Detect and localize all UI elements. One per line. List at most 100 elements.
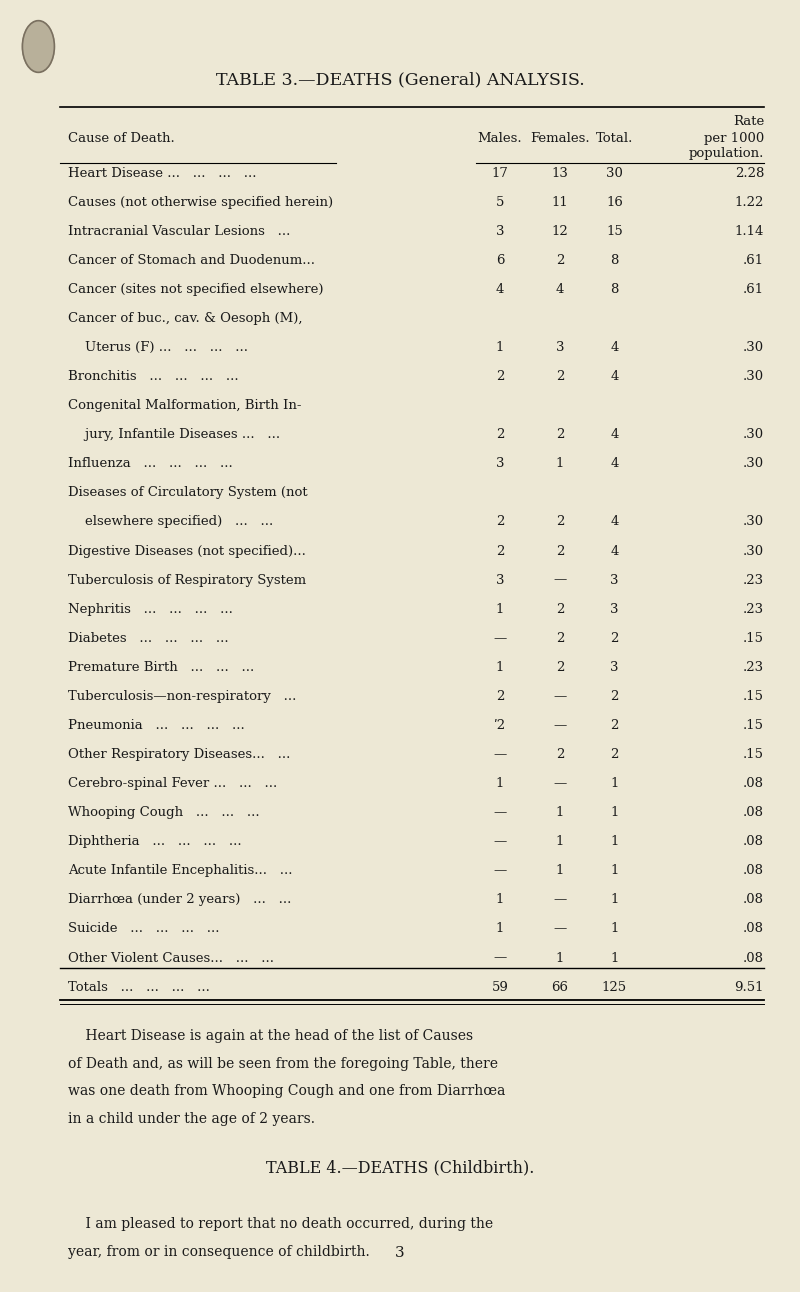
Text: .30: .30 [743, 370, 764, 384]
Text: 8: 8 [610, 253, 618, 267]
Text: 1: 1 [496, 341, 504, 354]
Text: 2: 2 [610, 718, 618, 733]
Text: Influenza   ...   ...   ...   ...: Influenza ... ... ... ... [68, 457, 233, 470]
Text: —: — [554, 922, 566, 935]
Text: Total.: Total. [596, 132, 633, 145]
Text: 4: 4 [610, 428, 618, 442]
Text: Uterus (F) ...   ...   ...   ...: Uterus (F) ... ... ... ... [68, 341, 248, 354]
Text: 2.28: 2.28 [734, 167, 764, 180]
Text: 4: 4 [556, 283, 564, 296]
Text: 2: 2 [496, 516, 504, 528]
Text: I am pleased to report that no death occurred, during the: I am pleased to report that no death occ… [68, 1217, 493, 1231]
Text: 2: 2 [496, 690, 504, 703]
Text: elsewhere specified)   ...   ...: elsewhere specified) ... ... [68, 516, 274, 528]
Text: population.: population. [689, 147, 764, 160]
Text: 2: 2 [610, 748, 618, 761]
Text: 3: 3 [395, 1247, 405, 1260]
Text: Females.: Females. [530, 132, 590, 145]
Text: in a child under the age of 2 years.: in a child under the age of 2 years. [68, 1112, 315, 1127]
Text: Suicide   ...   ...   ...   ...: Suicide ... ... ... ... [68, 922, 219, 935]
Text: 59: 59 [491, 981, 509, 994]
Text: Diseases of Circulatory System (not: Diseases of Circulatory System (not [68, 486, 308, 500]
Text: 125: 125 [602, 981, 627, 994]
Text: 3: 3 [496, 574, 504, 587]
Text: 1: 1 [496, 893, 504, 907]
Text: 4: 4 [610, 370, 618, 384]
Text: 2: 2 [556, 660, 564, 674]
Text: —: — [494, 835, 506, 849]
Text: 1: 1 [556, 806, 564, 819]
Text: 2: 2 [556, 748, 564, 761]
Text: 4: 4 [610, 341, 618, 354]
Text: 1: 1 [610, 776, 618, 791]
Text: 1: 1 [556, 864, 564, 877]
Text: 4: 4 [610, 544, 618, 558]
Text: 3: 3 [496, 225, 504, 238]
Text: 2: 2 [556, 428, 564, 442]
Text: 3: 3 [610, 574, 618, 587]
Text: 4: 4 [610, 516, 618, 528]
Text: —: — [494, 951, 506, 965]
Text: —: — [554, 574, 566, 587]
Text: 2: 2 [496, 370, 504, 384]
Text: 15: 15 [606, 225, 622, 238]
Text: TABLE 3.—DEATHS (General) ANALYSIS.: TABLE 3.—DEATHS (General) ANALYSIS. [216, 71, 584, 89]
Text: 6: 6 [496, 253, 504, 267]
Text: 4: 4 [610, 457, 618, 470]
Text: 30: 30 [606, 167, 623, 180]
Text: Diabetes   ...   ...   ...   ...: Diabetes ... ... ... ... [68, 632, 229, 645]
Text: 1: 1 [496, 922, 504, 935]
Text: 3: 3 [610, 602, 618, 616]
Text: Cancer of buc., cav. & Oesoph (M),: Cancer of buc., cav. & Oesoph (M), [68, 311, 302, 326]
Text: .30: .30 [743, 428, 764, 442]
Text: per 1000: per 1000 [704, 132, 764, 145]
Text: 1: 1 [610, 893, 618, 907]
Text: Diphtheria   ...   ...   ...   ...: Diphtheria ... ... ... ... [68, 835, 242, 849]
Text: 1: 1 [496, 776, 504, 791]
Text: —: — [554, 893, 566, 907]
Text: 2: 2 [610, 632, 618, 645]
Text: Diarrhœa (under 2 years)   ...   ...: Diarrhœa (under 2 years) ... ... [68, 893, 291, 907]
Text: Nephritis   ...   ...   ...   ...: Nephritis ... ... ... ... [68, 602, 233, 616]
Text: —: — [494, 632, 506, 645]
Text: .08: .08 [743, 864, 764, 877]
Text: .15: .15 [743, 690, 764, 703]
Text: 1.22: 1.22 [734, 195, 764, 209]
Text: 11: 11 [552, 195, 568, 209]
Text: —: — [494, 748, 506, 761]
Text: .61: .61 [743, 283, 764, 296]
Text: ʹ2: ʹ2 [494, 718, 506, 733]
Text: 2: 2 [556, 253, 564, 267]
Text: Congenital Malformation, Birth In-: Congenital Malformation, Birth In- [68, 399, 302, 412]
Text: 2: 2 [556, 632, 564, 645]
Text: Heart Disease is again at the head of the list of Causes: Heart Disease is again at the head of th… [68, 1028, 473, 1043]
Text: year, from or in consequence of childbirth.: year, from or in consequence of childbir… [68, 1245, 370, 1260]
Text: .23: .23 [743, 660, 764, 674]
Text: 1: 1 [556, 835, 564, 849]
Text: jury, Infantile Diseases ...   ...: jury, Infantile Diseases ... ... [68, 428, 280, 442]
Text: 1: 1 [610, 864, 618, 877]
Text: Other Violent Causes...   ...   ...: Other Violent Causes... ... ... [68, 951, 274, 965]
Text: Causes (not otherwise specified herein): Causes (not otherwise specified herein) [68, 195, 333, 209]
Text: 5: 5 [496, 195, 504, 209]
Text: 1: 1 [610, 835, 618, 849]
Text: Totals   ...   ...   ...   ...: Totals ... ... ... ... [68, 981, 210, 994]
Text: —: — [494, 864, 506, 877]
Text: 2: 2 [556, 516, 564, 528]
Text: Tuberculosis of Respiratory System: Tuberculosis of Respiratory System [68, 574, 306, 587]
Text: 1: 1 [610, 806, 618, 819]
Text: Other Respiratory Diseases...   ...: Other Respiratory Diseases... ... [68, 748, 290, 761]
Text: 1: 1 [496, 660, 504, 674]
Text: .08: .08 [743, 951, 764, 965]
Text: 66: 66 [551, 981, 569, 994]
Text: .08: .08 [743, 776, 764, 791]
Text: 16: 16 [606, 195, 623, 209]
Text: 4: 4 [496, 283, 504, 296]
Text: —: — [494, 806, 506, 819]
Text: 2: 2 [556, 370, 564, 384]
Text: 3: 3 [556, 341, 564, 354]
Text: TABLE 4.—DEATHS (Childbirth).: TABLE 4.—DEATHS (Childbirth). [266, 1160, 534, 1177]
Text: Rate: Rate [733, 115, 764, 128]
Text: .15: .15 [743, 748, 764, 761]
Text: .30: .30 [743, 516, 764, 528]
